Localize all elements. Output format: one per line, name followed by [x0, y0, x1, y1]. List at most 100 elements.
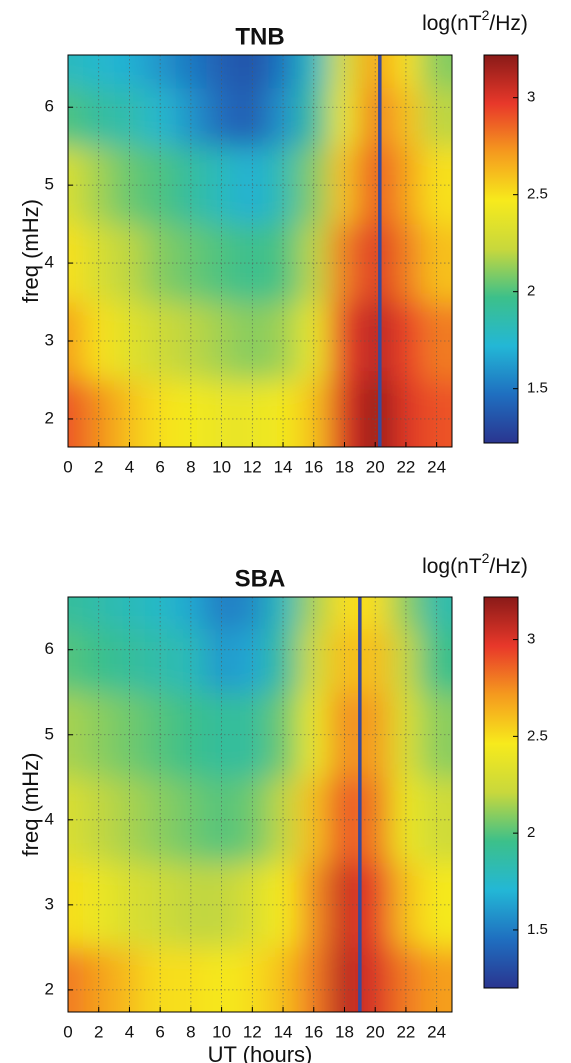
heat-cell [298, 379, 330, 447]
heat-cell [236, 379, 269, 447]
heat-cell [267, 379, 299, 447]
x-tick-label: 8 [186, 1022, 195, 1041]
x-tick-label: 10 [212, 1022, 231, 1041]
heat-cell [144, 55, 177, 89]
heat-cell [68, 302, 84, 381]
heat-cell [68, 597, 84, 629]
heat-cell [68, 87, 84, 147]
x-tick-label: 2 [94, 457, 103, 476]
heat-cell [206, 87, 238, 147]
heat-cell [144, 87, 177, 147]
x-tick-label: 0 [63, 457, 72, 476]
x-tick-label: 22 [396, 1022, 415, 1041]
heat-cell [175, 87, 207, 147]
heat-cell [68, 947, 84, 1012]
heat-cell [298, 55, 330, 89]
colorbar-tick-label: 1.5 [527, 921, 548, 938]
colorbar-label-part: 2 [482, 7, 490, 23]
heat-cell [236, 87, 269, 147]
heat-cell [114, 87, 146, 147]
y-tick-label: 5 [45, 724, 54, 743]
x-tick-label: 2 [94, 1022, 103, 1041]
colorbar-tick-label: 2.5 [527, 727, 548, 744]
heat-cell [114, 55, 146, 89]
colorbar-tick-label: 3 [527, 631, 535, 648]
x-tick-label: 6 [155, 457, 164, 476]
colorbar-tick-label: 1.5 [527, 380, 548, 397]
x-tick-label: 12 [243, 457, 262, 476]
y-tick-label: 6 [45, 639, 54, 658]
heat-cell [359, 87, 392, 147]
x-tick-label: 8 [186, 457, 195, 476]
x-tick-label: 10 [212, 457, 231, 476]
heat-cell [83, 87, 115, 147]
y-tick-label: 2 [45, 408, 54, 427]
heat-cell [114, 379, 146, 447]
heat-cell [68, 862, 84, 948]
colorbar-label-part: 2 [482, 550, 490, 566]
y-tick-label: 3 [45, 894, 54, 913]
x-tick-label: 24 [427, 457, 446, 476]
colorbar-label: log(nT2/Hz) [422, 550, 528, 578]
heat-cell [329, 55, 361, 89]
colorbar-label-part: /Hz) [489, 555, 528, 578]
x-tick-label: 22 [396, 457, 415, 476]
colorbar-tick-label: 2 [527, 283, 535, 300]
heatmap [68, 597, 452, 1012]
y-axis-label: freq (mHz) [18, 199, 43, 303]
heat-cell [68, 146, 84, 225]
heat-cell [329, 597, 361, 629]
heat-cell [68, 224, 84, 303]
heat-cell [144, 597, 177, 629]
heat-cell [68, 692, 84, 778]
heat-cell [359, 379, 392, 447]
heat-cell [175, 379, 207, 447]
y-axis-label: freq (mHz) [18, 753, 43, 857]
heat-cell [114, 597, 146, 629]
colorbar-label-part: /Hz) [489, 12, 528, 35]
colorbar-tick-label: 2.5 [527, 186, 548, 203]
x-tick-label: 18 [335, 1022, 354, 1041]
heat-cell [68, 379, 84, 447]
heat-cell [390, 597, 422, 629]
heat-cell [421, 87, 452, 147]
y-tick-label: 4 [45, 809, 54, 828]
colorbar-label-part: log(nT [422, 555, 482, 578]
heat-cell [359, 55, 392, 89]
x-tick-label: 18 [335, 457, 354, 476]
heat-cell [83, 55, 115, 89]
x-tick-label: 4 [125, 1022, 134, 1041]
heat-cell [83, 597, 115, 629]
heat-cell [390, 55, 422, 89]
colorbar-tick-label: 3 [527, 89, 535, 106]
colorbar-label-part: log(nT [422, 12, 482, 35]
chart-title: SBA [235, 565, 286, 592]
x-tick-label: 0 [63, 1022, 72, 1041]
heat-cell [175, 597, 207, 629]
heat-cell [206, 379, 238, 447]
heatmap [68, 55, 452, 447]
y-tick-label: 5 [45, 175, 54, 194]
x-tick-label: 12 [243, 1022, 262, 1041]
y-tick-label: 4 [45, 253, 54, 272]
heat-cell [206, 55, 238, 89]
heat-cell [390, 87, 422, 147]
heat-cell [144, 379, 177, 447]
heat-cell [390, 379, 422, 447]
heatmap-cells [68, 597, 452, 1012]
x-tick-label: 4 [125, 457, 134, 476]
plot-frame [67, 596, 453, 1013]
x-tick-label: 6 [155, 1022, 164, 1041]
heat-cell [298, 597, 330, 629]
x-tick-label: 16 [304, 1022, 323, 1041]
colorbar [483, 54, 519, 444]
x-tick-label: 24 [427, 1022, 446, 1041]
heat-cell [68, 777, 84, 863]
y-tick-label: 2 [45, 979, 54, 998]
heat-cell [68, 628, 84, 693]
x-axis-label: UT (hours) [208, 1042, 313, 1063]
heat-cell [298, 87, 330, 147]
x-tick-label: 16 [304, 457, 323, 476]
x-tick-label: 14 [274, 1022, 293, 1041]
